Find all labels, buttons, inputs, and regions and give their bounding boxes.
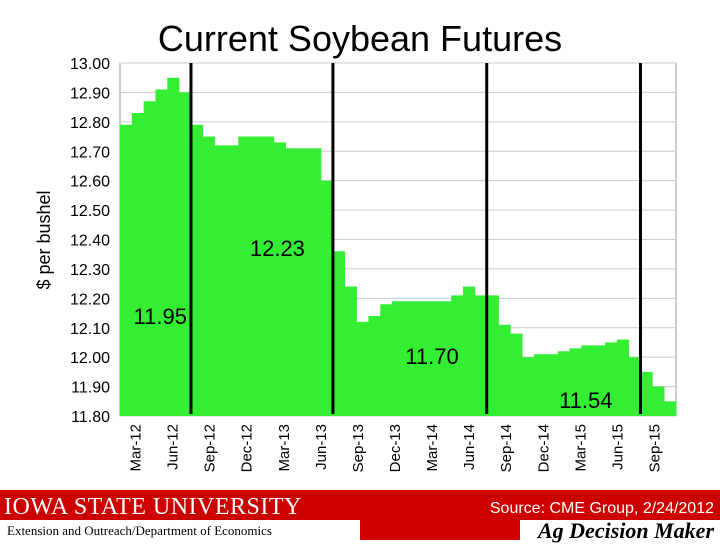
bar	[628, 357, 641, 416]
y-tick-label: 11.80	[71, 409, 110, 426]
bar	[522, 357, 535, 416]
x-tick-label: Mar-13	[276, 424, 293, 472]
x-tick-label: Sep-15	[646, 424, 663, 472]
bar	[179, 92, 192, 417]
bar	[486, 295, 499, 416]
bar	[652, 386, 665, 416]
bar	[202, 136, 215, 416]
y-axis-label: $ per bushel	[34, 190, 54, 289]
brand-text: Ag Decision Maker	[538, 518, 714, 543]
bar	[297, 148, 310, 416]
y-tick-label: 12.80	[70, 115, 110, 132]
x-tick-label: Jun-15	[609, 424, 626, 470]
annotation-label: 11.70	[405, 344, 458, 369]
x-tick-label: Dec-14	[535, 424, 552, 472]
bar	[167, 77, 180, 416]
y-tick-label: 13.00	[70, 56, 110, 73]
chart-title: Current Soybean Futures	[157, 18, 563, 59]
bar	[463, 286, 476, 416]
bar	[616, 339, 629, 416]
chart-svg: 13.00 12.90 12.80 12.70 12.60 12.50 12.40 12.30…	[34, 56, 677, 472]
bar	[190, 124, 204, 417]
y-tick-label: 12.10	[70, 321, 110, 338]
bar	[474, 295, 488, 416]
y-tick-label: 12.50	[70, 203, 110, 220]
y-tick-label: 12.30	[70, 262, 110, 279]
x-tick-label: Dec-13	[387, 424, 404, 472]
x-tick-label: Mar-15	[572, 424, 589, 472]
bar	[309, 148, 322, 416]
x-tick-label: Jun-12	[165, 424, 182, 470]
bar	[238, 136, 251, 416]
bar	[534, 354, 547, 416]
y-tick-label: 12.00	[70, 350, 110, 367]
bar	[131, 113, 144, 416]
bar	[581, 345, 594, 416]
annotation-label: 12.23	[250, 236, 305, 261]
y-tick-label: 12.60	[70, 174, 110, 191]
bar	[321, 180, 334, 416]
y-tick-label: 11.90	[71, 380, 110, 397]
x-tick-label: Sep-12	[202, 424, 219, 472]
bar	[250, 136, 263, 416]
bar	[226, 145, 239, 416]
bar	[120, 124, 133, 417]
bar	[593, 345, 606, 416]
bar	[403, 301, 417, 416]
bar	[143, 101, 156, 416]
x-tick-label: Dec-12	[239, 424, 256, 472]
x-tick-label: Mar-14	[424, 424, 441, 472]
bar	[640, 371, 653, 416]
bar	[498, 324, 511, 416]
bar	[273, 142, 286, 417]
bar	[605, 342, 618, 416]
bar	[214, 145, 227, 416]
bar	[261, 136, 275, 416]
bar	[569, 348, 582, 416]
university-logo-text: Iowa State University	[4, 494, 302, 520]
bar	[664, 401, 677, 416]
x-tick-label: Mar-12	[128, 424, 145, 472]
source-text: Source: CME Group, 2/24/2012	[489, 500, 714, 517]
bar	[510, 333, 523, 416]
bar	[356, 321, 369, 416]
annotation-label: 11.95	[134, 304, 187, 329]
bar	[557, 351, 570, 416]
bar	[392, 301, 405, 416]
y-tick-label: 12.20	[70, 291, 110, 308]
bar	[368, 315, 381, 416]
bar	[344, 286, 357, 416]
annotation-label: 11.54	[559, 388, 612, 413]
bar	[545, 354, 559, 416]
x-tick-label: Sep-13	[350, 424, 367, 472]
bar	[155, 89, 168, 416]
bar	[451, 295, 464, 416]
bar	[285, 148, 298, 416]
bar	[332, 251, 346, 416]
bar	[415, 301, 428, 416]
x-tick-label: Jun-14	[461, 424, 478, 470]
bar	[439, 301, 452, 416]
y-tick-label: 12.70	[70, 144, 110, 161]
y-tick-label: 12.90	[70, 85, 110, 102]
bar	[380, 304, 393, 416]
bar	[427, 301, 440, 416]
x-tick-label: Jun-13	[313, 424, 330, 470]
y-tick-label: 12.40	[70, 233, 110, 250]
department-text: Extension and Outreach/Department of Eco…	[4, 523, 275, 539]
footer-bar: Iowa State University Extension and Outr…	[0, 490, 720, 543]
x-tick-label: Sep-14	[498, 424, 515, 472]
